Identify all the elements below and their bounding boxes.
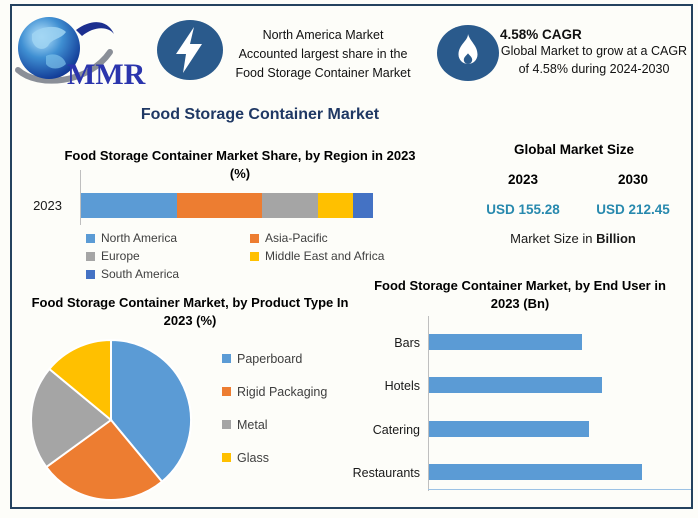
market-size-note-prefix: Market Size in <box>510 231 597 246</box>
market-size-title: Global Market Size <box>513 142 635 157</box>
legend-item-rigid-packaging: Rigid Packaging <box>222 384 328 399</box>
market-size-value-2023: USD 155.28 <box>486 202 560 217</box>
legend-label-glass: Glass <box>237 450 269 465</box>
legend-item-asia-pacific: Asia-Pacific <box>250 231 464 245</box>
legend-item-south-america: South America <box>86 267 250 281</box>
stack-segment-asia-pacific <box>177 193 263 218</box>
legend-swatch-south-america <box>86 269 95 279</box>
end-user-bar-hotels <box>429 377 642 393</box>
market-size-year-2030: 2030 <box>617 172 649 187</box>
stack-segment-north-america <box>81 193 178 218</box>
market-size-note-unit: Billion <box>596 231 636 246</box>
legend-label-europe: Europe <box>101 249 140 263</box>
legend-item-glass: Glass <box>222 450 327 465</box>
lightning-icon <box>157 20 223 80</box>
region-chart-title: Food Storage Container Market Share, by … <box>64 148 416 181</box>
legend-label-metal: Metal <box>237 417 268 432</box>
legend-swatch-europe <box>86 251 95 261</box>
legend-label-asia-pacific: Asia-Pacific <box>265 231 328 245</box>
product-type-pie-chart <box>30 338 192 501</box>
legend-item-metal: Metal <box>222 417 327 432</box>
legend-swatch-metal <box>222 420 231 429</box>
legend-item-paperboard: Paperboard <box>222 351 327 366</box>
legend-label-middle-east-and-africa: Middle East and Africa <box>265 249 385 263</box>
legend-swatch-rigid-packaging <box>222 387 231 396</box>
end-user-chart-title: Food Storage Container Market, by End Us… <box>374 278 666 311</box>
pie-slice-metal <box>30 367 113 469</box>
legend-swatch-north-america <box>86 233 95 243</box>
pie-slice-glass <box>47 338 112 423</box>
mmr-logo: MMR <box>12 8 150 96</box>
legend-item-north-america: North America <box>86 231 250 245</box>
legend-swatch-middle-east-and-africa <box>250 251 259 261</box>
market-size-note: Market Size in Billion <box>463 231 683 246</box>
legend-label-north-america: North America <box>101 231 178 245</box>
region-highlight-line1: North America Market <box>262 28 384 42</box>
legend-label-rigid-packaging: Rigid Packaging <box>237 384 328 399</box>
stack-segment-south-america <box>352 193 374 218</box>
region-chart-axis <box>80 170 81 225</box>
bar-restaurants <box>429 464 642 480</box>
end-user-bar-bars <box>429 334 642 350</box>
legend-item-europe: Europe <box>86 249 250 263</box>
end-user-bar-catering <box>429 421 642 437</box>
mmr-logo-graphic: MMR <box>15 17 146 91</box>
cagr-highlight: 4.58% CAGR Global Market to grow at a CA… <box>500 27 688 78</box>
legend-label-paperboard: Paperboard <box>237 351 303 366</box>
legend-swatch-asia-pacific <box>250 233 259 243</box>
product-type-chart-title: Food Storage Container Market, by Produc… <box>31 295 349 328</box>
legend-swatch-paperboard <box>222 354 231 363</box>
page-title: Food Storage Container Market <box>140 106 380 123</box>
end-user-chart-baseline <box>428 489 691 490</box>
end-user-label-bars: Bars <box>394 336 420 350</box>
end-user-bar-restaurants <box>429 464 642 480</box>
legend-label-south-america: South America <box>101 267 180 281</box>
end-user-label-hotels: Hotels <box>384 379 420 393</box>
legend-item-middle-east-and-africa: Middle East and Africa <box>250 249 464 263</box>
stack-segment-europe <box>262 193 318 218</box>
bar-bars <box>429 334 583 350</box>
flame-icon <box>437 25 499 81</box>
region-highlight-line3: Food Storage Container Market <box>235 66 411 80</box>
region-chart-category-label: 2023 <box>33 198 62 213</box>
market-size-year-2023: 2023 <box>507 172 539 187</box>
cagr-title: 4.58% CAGR <box>500 27 582 42</box>
cagr-body: Global Market to grow at a CAGR of 4.58%… <box>500 44 688 76</box>
end-user-label-restaurants: Restaurants <box>352 466 420 480</box>
end-user-chart-axis <box>428 316 429 491</box>
mmr-logo-text: MMR <box>67 58 146 91</box>
end-user-label-catering: Catering <box>372 423 420 437</box>
legend-swatch-glass <box>222 453 231 462</box>
product-type-legend: Paperboard Rigid Packaging Metal Glass <box>222 352 327 484</box>
region-stacked-bar <box>81 193 374 218</box>
region-highlight-text: North America Market Accounted largest s… <box>228 26 418 83</box>
stack-segment-middle-east-and-africa <box>317 193 353 218</box>
pie-slice-paperboard <box>110 338 192 484</box>
pie-slice-rigid-packaging <box>44 418 164 501</box>
bar-catering <box>429 421 589 437</box>
bar-hotels <box>429 377 602 393</box>
region-highlight-line2: Accounted largest share in the <box>238 47 408 61</box>
region-chart-legend: North America Asia-Pacific Europe Middle… <box>86 231 464 281</box>
market-size-value-2030: USD 212.45 <box>596 202 670 217</box>
market-size-years: 2023 2030 <box>468 172 688 187</box>
market-size-values: USD 155.28 USD 212.45 <box>468 202 688 217</box>
